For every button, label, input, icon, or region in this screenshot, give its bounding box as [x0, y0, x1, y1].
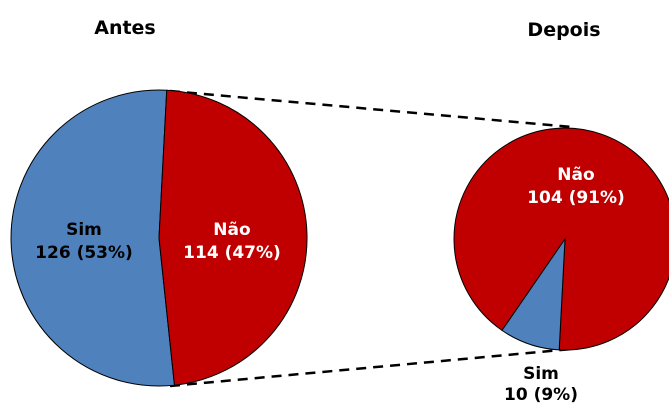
chart-title-antes: Antes: [94, 17, 156, 39]
slice-label-depois-sim: Sim: [523, 364, 559, 384]
slice-label-depois-nao: Não: [557, 165, 594, 185]
slice-value-antes-nao: 114 (47%): [183, 243, 281, 263]
slice-value-depois-sim: 10 (9%): [504, 385, 578, 405]
slice-label-antes-sim: Sim: [66, 220, 102, 240]
chart-title-depois: Depois: [527, 19, 600, 41]
slice-value-depois-nao: 104 (91%): [527, 188, 625, 208]
slice-value-antes-sim: 126 (53%): [35, 243, 133, 263]
pie-slice-antes-nao: [158, 89, 308, 386]
pie-slice-antes-sim: [10, 89, 176, 387]
pie-slice-depois-nao: [453, 127, 669, 351]
pie-slice-depois-sim: [501, 237, 566, 351]
slice-label-antes-nao: Não: [213, 220, 250, 240]
